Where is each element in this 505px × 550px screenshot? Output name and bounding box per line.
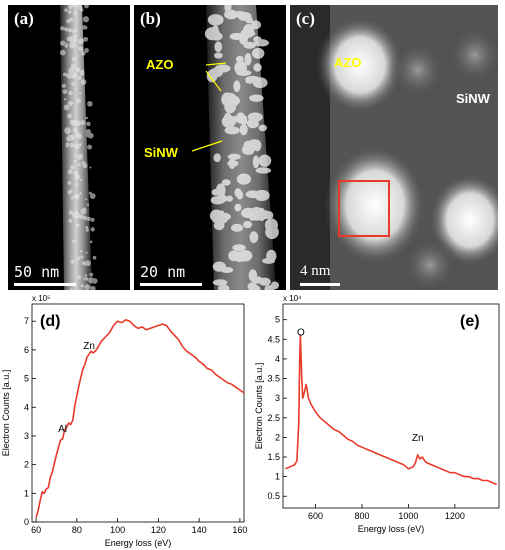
y-tick-label: 3 (275, 393, 280, 403)
spectrum-line (35, 319, 245, 518)
peak-label: Zn (83, 341, 95, 352)
nanowire-image-b (191, 5, 279, 290)
y-multiplier: x 10⁵ (32, 294, 50, 303)
y-axis-label: Electron Counts [a.u.] (1, 370, 11, 457)
tem-image-b: (b) AZO SiNW 20 nm (134, 5, 286, 290)
y-tick-label: 7 (24, 316, 29, 326)
y-tick-label: 0 (24, 517, 29, 527)
arrow-azo-1 (205, 62, 227, 66)
y-multiplier: x 10⁴ (283, 294, 302, 303)
x-axis-label: Energy loss (eV) (358, 524, 425, 534)
tem-image-a: (a) 50 nm (8, 5, 130, 290)
scale-bar-c (300, 283, 340, 286)
panel-label-c: (c) (296, 9, 315, 28)
x-tick-label: 1000 (398, 511, 418, 521)
y-tick-label: 2 (24, 460, 29, 470)
label-sinw-b: SiNW (144, 145, 178, 160)
label-azo-c: AZO (334, 55, 362, 70)
arrow-sinw (191, 140, 223, 152)
x-tick-label: 600 (308, 511, 323, 521)
plot-frame (282, 303, 500, 509)
y-tick-label: 5 (275, 315, 280, 325)
tem-image-c: (c) AZO SiNW 4 nm (290, 5, 498, 290)
eels-plot-e: 600 800 1000 1200 0.5 1 1.5 2 2.5 3 3.5 4 4.5 5 O Zn x 1… (254, 294, 500, 534)
y-tick-label: 6 (24, 345, 29, 355)
y-tick-label: 1 (24, 488, 29, 498)
x-tick-label: 60 (31, 525, 41, 535)
label-azo-b: AZO (146, 57, 174, 72)
arrow-azo-2 (205, 70, 222, 92)
scale-text-c: 4 nm (300, 263, 331, 279)
y-tick-label: 3.5 (267, 374, 280, 384)
x-tick-label: 120 (151, 525, 166, 535)
scale-text-a: 50 nm (14, 263, 60, 281)
label-sinw-c: SiNW (456, 91, 490, 106)
y-tick-label: 0.5 (267, 491, 280, 501)
atomic-image-c (290, 5, 498, 290)
eels-plot-d: 60 80 100 120 140 160 0 1 2 3 4 5 6 7 Zn Al x 10⁵ Energy … (1, 294, 247, 548)
selection-box (338, 180, 390, 237)
panel-label: (e) (460, 313, 480, 330)
y-tick-label: 1.5 (267, 452, 280, 462)
y-tick-label: 4 (24, 402, 29, 412)
y-tick-label: 5 (24, 374, 29, 384)
scale-bar-b (140, 283, 202, 286)
y-tick-label: 2 (275, 432, 280, 442)
scale-text-b: 20 nm (140, 263, 186, 281)
x-tick-label: 800 (354, 511, 369, 521)
y-tick-label: 2.5 (267, 413, 280, 423)
nanowire-image-a (59, 5, 98, 290)
spectrum-line (284, 334, 498, 486)
scale-bar-a (14, 283, 76, 286)
y-tick-label: 3 (24, 431, 29, 441)
panel-label-a: (a) (14, 9, 34, 28)
y-tick-label: 1 (275, 472, 280, 482)
y-tick-label: 4 (275, 354, 280, 364)
x-tick-label: 140 (192, 525, 207, 535)
x-tick-label: 80 (72, 525, 82, 535)
peak-label: O (297, 327, 305, 338)
panel-label: (d) (40, 313, 60, 330)
x-tick-label: 100 (110, 525, 125, 535)
peak-label: Zn (412, 433, 424, 444)
peak-label: Al (58, 424, 67, 435)
x-axis-label: Energy loss (eV) (105, 538, 172, 548)
x-tick-label: 160 (232, 525, 247, 535)
y-tick-label: 4.5 (267, 334, 280, 344)
plot-frame (31, 303, 245, 523)
y-axis-label: Electron Counts [a.u.] (254, 363, 264, 450)
x-tick-label: 1200 (445, 511, 465, 521)
panel-label-b: (b) (140, 9, 161, 28)
